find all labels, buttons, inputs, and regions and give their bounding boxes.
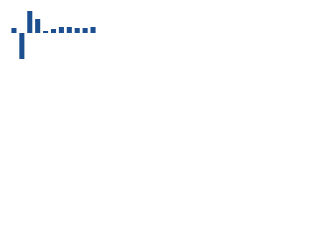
bar (50, 29, 57, 33)
page: {"chart_data": {"type": "bar", "categori… (0, 0, 100, 71)
bar (11, 28, 17, 33)
bar (74, 28, 80, 33)
bar (82, 28, 88, 33)
bar (43, 31, 49, 33)
bar (19, 33, 25, 59)
bar (90, 27, 96, 33)
bar (66, 27, 72, 33)
bar (35, 19, 41, 33)
bar (58, 27, 64, 33)
bar (27, 11, 33, 33)
chart (11, 11, 96, 59)
